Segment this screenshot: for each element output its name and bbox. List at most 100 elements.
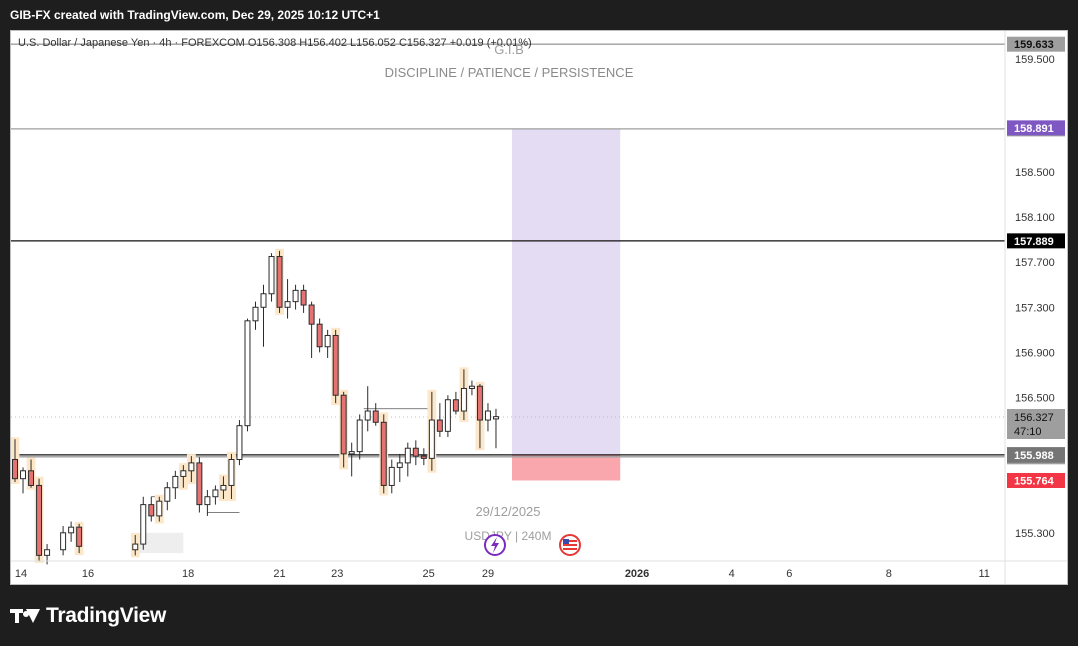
- candle: [186, 454, 196, 485]
- candle-body-down: [308, 304, 315, 325]
- candle-body-down: [28, 470, 35, 486]
- candle-body-down: [412, 447, 419, 457]
- candle: [468, 380, 475, 396]
- position-badge: 155.988: [1014, 450, 1054, 462]
- x-tick-label: 29: [482, 568, 494, 580]
- candle: [74, 521, 84, 556]
- x-tick-label: 21: [273, 568, 285, 580]
- candle: [412, 440, 419, 466]
- candle-body-up: [252, 306, 259, 322]
- y-tick-label: 156.500: [1015, 392, 1055, 404]
- candle-body-up: [404, 447, 411, 464]
- candle-body-up: [220, 484, 227, 491]
- candle: [196, 457, 203, 513]
- candle-body-up: [492, 416, 499, 420]
- candle-body-down: [36, 484, 43, 556]
- candle: [372, 403, 379, 426]
- candle: [252, 301, 259, 330]
- candle: [11, 437, 20, 485]
- candle-body-up: [212, 489, 219, 498]
- candle-body-up: [348, 451, 355, 455]
- candle: [356, 414, 363, 460]
- candle: [348, 442, 355, 477]
- price-badges: 159.633158.882157.889155.991155.974158.8…: [1007, 36, 1065, 488]
- y-tick-label: 158.100: [1015, 212, 1055, 224]
- candle: [316, 318, 323, 353]
- candle: [396, 453, 403, 483]
- current-price-badge-bg: [1007, 408, 1065, 439]
- candle-body-up: [468, 385, 475, 389]
- y-tick-label: 155.300: [1015, 528, 1055, 540]
- candle: [300, 284, 307, 313]
- candle: [212, 485, 219, 505]
- candle: [420, 448, 427, 466]
- candle-body-down: [76, 526, 83, 547]
- candle-body-up: [236, 425, 243, 461]
- candle-body-down: [12, 459, 18, 480]
- candle: [284, 279, 291, 319]
- x-tick-label: 2026: [625, 568, 649, 580]
- candle: [388, 459, 395, 494]
- candle: [164, 482, 171, 511]
- tradingview-logo-icon: [10, 607, 40, 625]
- candle-body-up: [60, 532, 67, 551]
- candle-body-down: [372, 410, 379, 423]
- candle: [292, 284, 299, 310]
- icons-layer: [484, 534, 581, 556]
- x-tick-label: 6: [786, 568, 792, 580]
- candle: [130, 533, 140, 558]
- candle-body-up: [284, 301, 291, 308]
- candle-body-down: [316, 323, 323, 348]
- lightning-icon[interactable]: [484, 534, 506, 556]
- candle: [308, 301, 315, 359]
- candle-body-down: [300, 289, 307, 306]
- candle-body-down: [436, 419, 443, 432]
- x-tick-label: 8: [886, 568, 892, 580]
- x-tick-label: 16: [82, 568, 94, 580]
- candlestick-chart[interactable]: U.S. Dollar / Japanese Yen · 4h · FOREXC…: [11, 31, 1067, 584]
- candle: [172, 470, 179, 499]
- brand-name: TradingView: [46, 604, 167, 627]
- position-badge-bg: [1007, 472, 1065, 488]
- candle: [484, 403, 491, 432]
- candle: [26, 457, 36, 490]
- candle: [244, 318, 251, 432]
- chart-frame[interactable]: U.S. Dollar / Japanese Yen · 4h · FOREXC…: [10, 30, 1068, 585]
- candle: [204, 489, 211, 516]
- candle-body-up: [68, 526, 75, 534]
- candle-body-up: [140, 504, 147, 545]
- candle-body-up: [324, 334, 331, 348]
- x-axis: 14 16 18 21 23 25 29 2026 4 6 8 11: [11, 560, 1067, 580]
- watermark-title: G.I.B: [494, 42, 524, 57]
- candle-body-down: [476, 385, 483, 421]
- level-badge-bg: [1007, 36, 1065, 52]
- candle-body-down: [380, 421, 387, 486]
- y-tick-label: 156.900: [1015, 347, 1055, 359]
- candle-body-down: [340, 394, 347, 455]
- candle-body-down: [196, 462, 203, 506]
- candle-body-up: [460, 387, 467, 412]
- tradingview-brand[interactable]: TradingView: [10, 600, 166, 632]
- candle: [331, 327, 341, 406]
- candle: [459, 367, 469, 423]
- x-tick-label: 23: [331, 568, 343, 580]
- candle-body-up: [228, 459, 235, 486]
- candle: [236, 420, 243, 466]
- candle-body-down: [420, 455, 427, 459]
- candle-body-up: [204, 496, 211, 506]
- candles-layer: [11, 248, 499, 565]
- watermark-date: 29/12/2025: [475, 504, 540, 519]
- candle: [227, 451, 236, 501]
- candle-body-down: [452, 399, 459, 412]
- watermark-subtitle: DISCIPLINE / PATIENCE / PERSISTENCE: [385, 65, 634, 80]
- credit-bar: GIB-FX created with TradingView.com, Dec…: [0, 0, 1078, 30]
- candle: [324, 329, 331, 359]
- credit-text: GIB-FX created with TradingView.com, Dec…: [10, 8, 380, 22]
- position-badge-bg: [1007, 120, 1065, 136]
- candle: [268, 253, 275, 302]
- candle: [140, 496, 147, 550]
- us-flag-icon[interactable]: [559, 534, 581, 556]
- text-layer: U.S. Dollar / Japanese Yen · 4h · FOREXC…: [18, 37, 634, 543]
- candle-body-up: [188, 462, 195, 472]
- candle-body-up: [260, 293, 267, 308]
